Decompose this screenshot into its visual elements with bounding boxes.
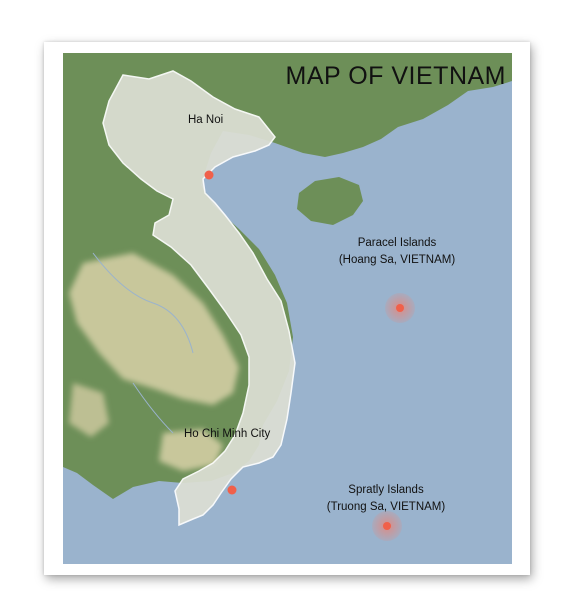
paracel-local-name: (Hoang Sa, VIETNAM) <box>338 254 456 266</box>
spratly-label: Spratly Islands (Truong Sa, VIETNAM) <box>316 482 456 516</box>
river <box>92 252 194 354</box>
hcmc-label: Ho Chi Minh City <box>184 428 271 440</box>
plain-area <box>69 253 239 405</box>
plain-area <box>159 429 223 471</box>
spratly-marker <box>383 522 391 530</box>
paracel-name: Paracel Islands <box>357 237 437 249</box>
river <box>132 382 174 434</box>
plain-area <box>69 383 109 437</box>
vietnam-territory <box>102 70 296 527</box>
hanoi-label: Ha Noi <box>188 114 224 126</box>
spratly-name: Spratly Islands <box>348 484 424 496</box>
paracel-marker <box>396 304 404 312</box>
hainan-island <box>297 177 363 225</box>
hanoi-marker <box>204 170 214 180</box>
vietnam-map[interactable] <box>63 53 512 564</box>
paracel-label: Paracel Islands (Hoang Sa, VIETNAM) <box>332 235 462 269</box>
map-frame: MAP OF VIETNAM Ha Noi Ho Chi Minh City P… <box>44 42 530 575</box>
hcmc-marker <box>227 485 237 495</box>
spratly-local-name: (Truong Sa, VIETNAM) <box>326 501 446 513</box>
map-title: MAP OF VIETNAM <box>285 62 506 90</box>
